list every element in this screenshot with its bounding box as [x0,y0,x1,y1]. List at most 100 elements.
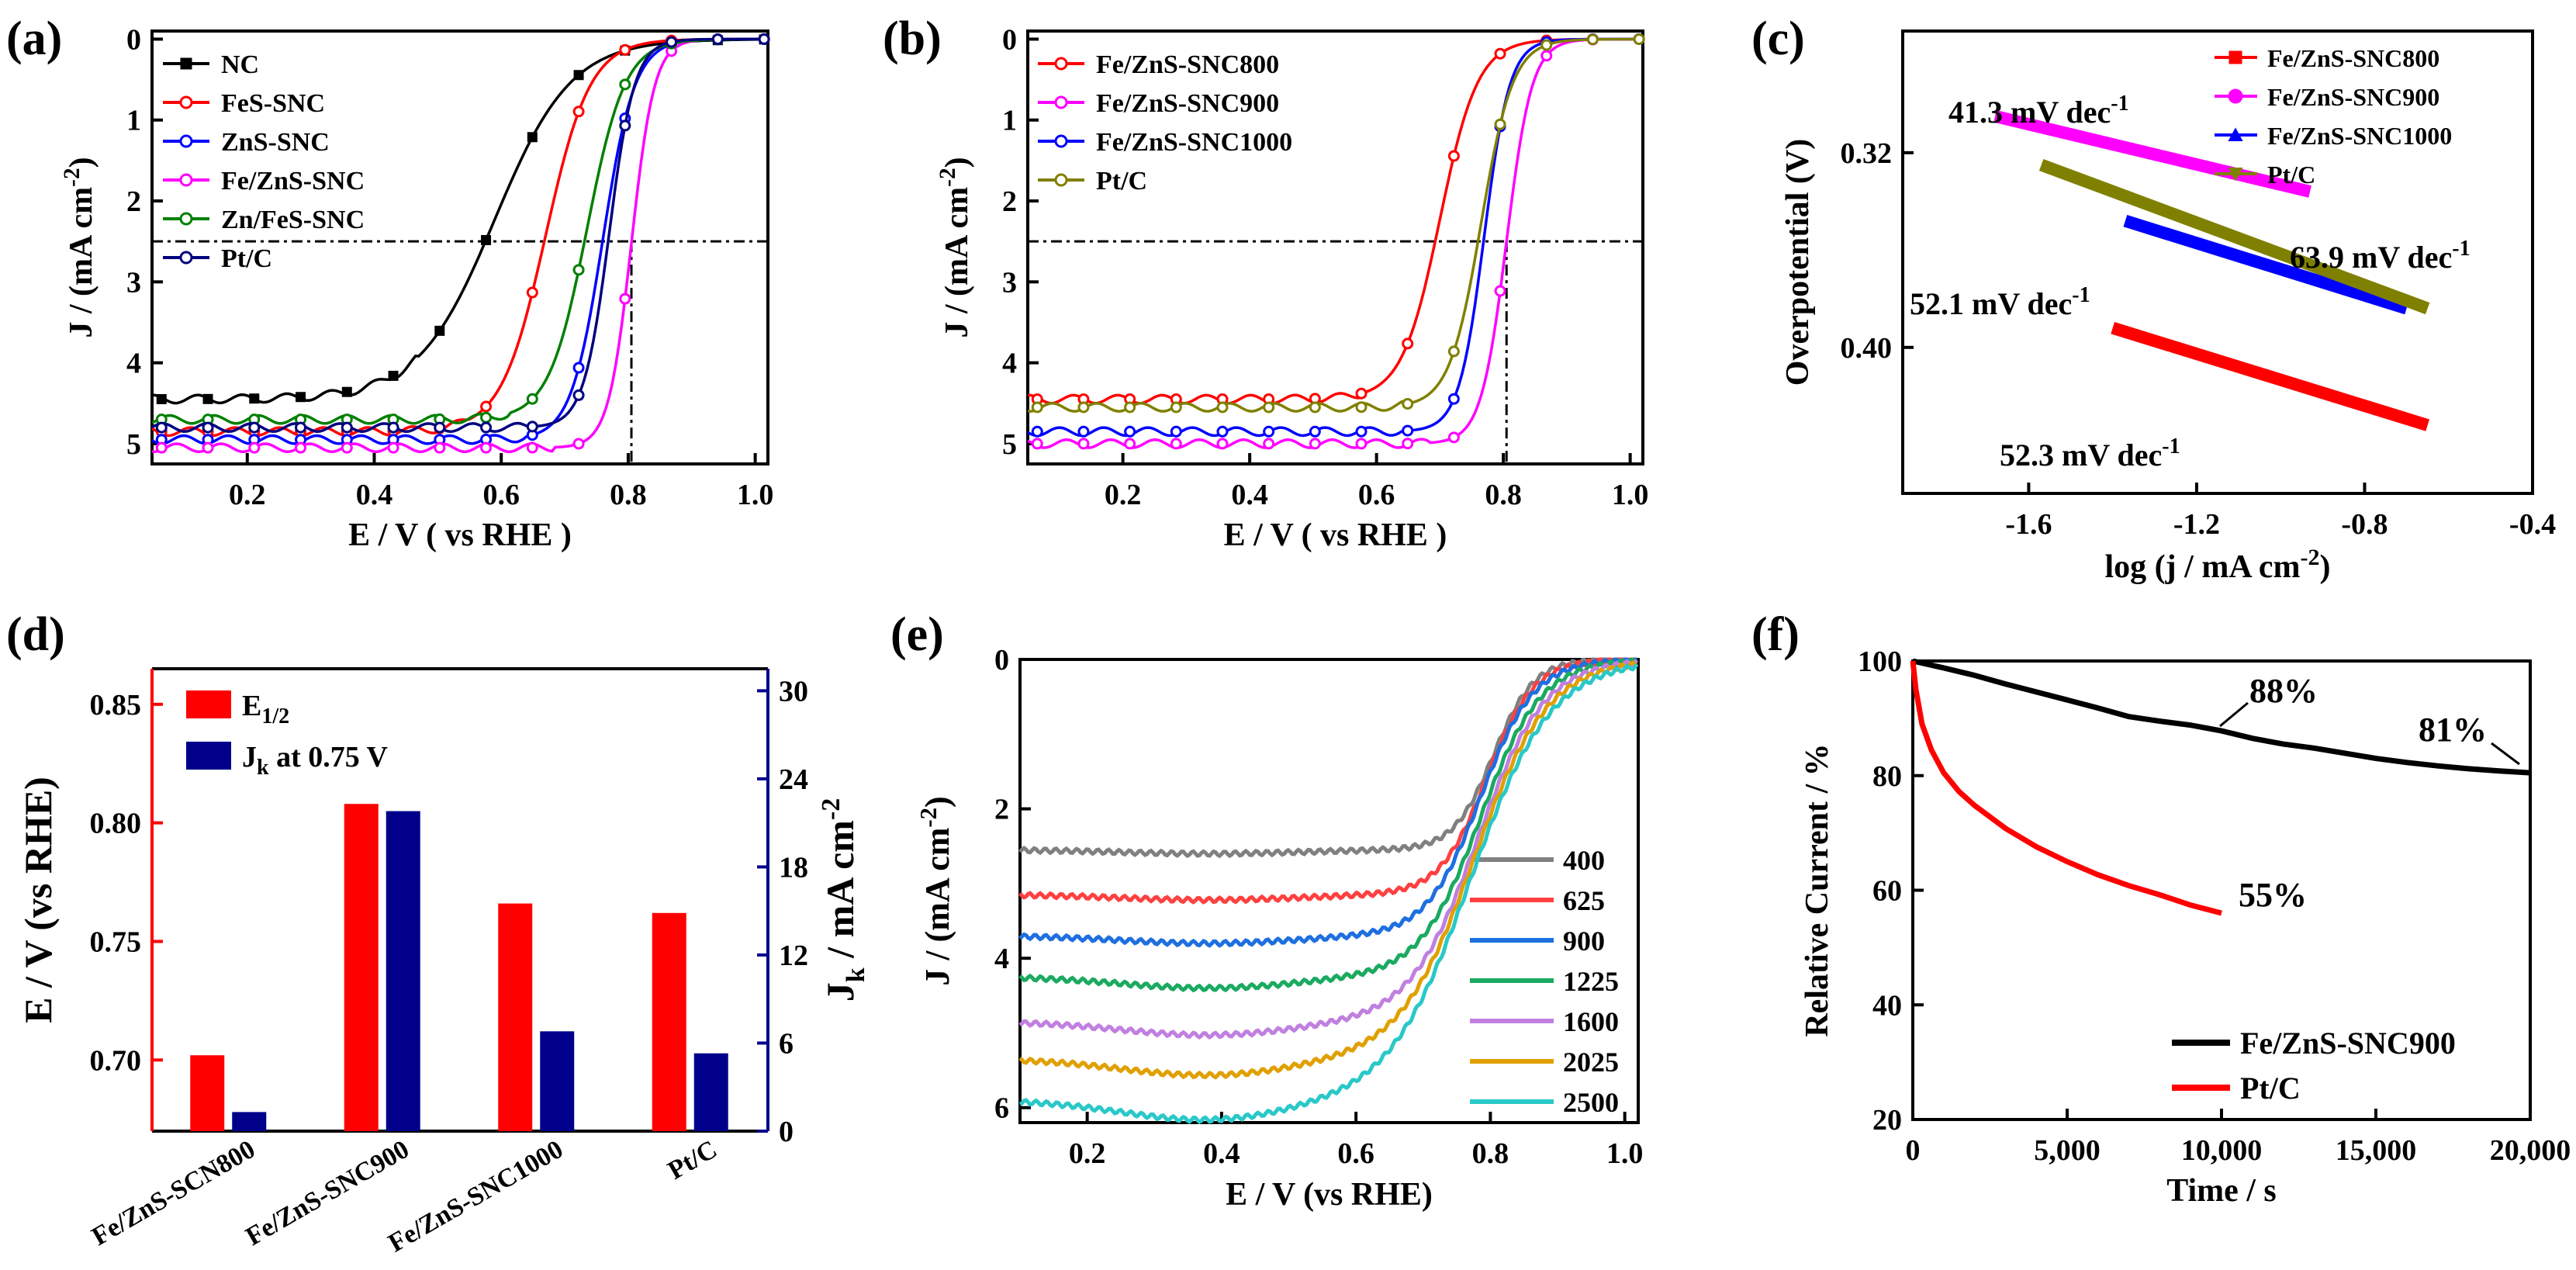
panel-b-ytick-label: 3 [1002,266,1017,299]
panel-a-data-point [341,441,353,454]
panel-label-f: (f) [1751,608,1800,661]
panel-a-legend-marker [179,251,193,265]
panel-a-data-point [619,292,631,305]
panel-a-data-point [619,78,631,91]
panel-e-legend-label: 1225 [1563,966,1619,997]
panel-a-data-point [480,421,493,434]
panel-b-data-point [1402,438,1414,450]
panel-f-chart: 0 5,000 10,000 15,000 20,000 20 40 60 80 100 Time … [1800,645,2571,1209]
panel-label-e: (e) [890,608,944,661]
panel-a-xtick-label: 0.8 [610,479,647,511]
panel-c-xtick-label: -1.6 [2005,508,2052,541]
panel-e-ytick-label: 4 [994,943,1009,975]
panel-a-data-point [202,393,213,404]
panel-c-frame [1901,29,2534,495]
panel-c-legend-label: Fe/ZnS-SNC900 [2267,83,2439,111]
panel-d-ytick-label-left: 0.75 [90,926,142,958]
panel-d-ytick-label-right: 6 [779,1027,794,1060]
panel-b-data-point [1402,337,1414,350]
panel-d-ytick-label-left: 0.70 [90,1044,142,1077]
panel-c-legend-marker [2228,88,2243,104]
panel-a-legend-label: FeS-SNC [221,89,325,118]
panel-d-ytick-label-left: 0.80 [90,808,142,840]
panel-b-legend-marker [1054,173,1068,187]
panel-d-chart: 0.70 0.75 0.80 0.85 0 6 12 18 24 30 E / V (vs RHE)… [16,667,870,1258]
panel-a-data-point [758,33,770,45]
panel-a-legend-label: ZnS-SNC [221,128,330,157]
panel-f-xtick-label: 15,000 [2336,1134,2417,1167]
panel-e-ytick-label: 2 [994,794,1009,826]
panel-a-data-point [480,441,493,454]
panel-d-bar-jk [232,1112,267,1131]
panel-c-slope-label: 41.3 mV dec-1 [1948,92,2129,130]
panel-b-data-point [1263,438,1275,450]
panel-f-xlabel: Time / s [2166,1173,2277,1209]
panel-e-series-line [1018,663,1639,1125]
panel-a-data-point [387,421,399,434]
panel-a-legend-marker [179,173,193,187]
panel-e-xtick-label: 0.4 [1203,1137,1240,1170]
panel-b-data-point [1077,425,1090,438]
panel-b-data-point [1494,47,1506,60]
panel-e-series-line [1018,657,1638,993]
panel-a-data-point [341,421,353,434]
panel-a-chart: 0.2 0.4 0.6 0.8 1.0 0 1 2 3 4 5 E / V ( vs RHE ) J /… [60,23,773,553]
panel-a-data-point [572,389,585,401]
panel-b-data-point [1447,431,1460,444]
panel-d-legend-swatch [186,742,231,770]
panel-a-data-point [572,106,585,118]
panel-d-legend-swatch [186,690,231,718]
panel-c-legend-label: Pt/C [2267,161,2315,189]
panel-e-legend-label: 1600 [1563,1006,1619,1037]
panel-f-annotation-arrow [2491,742,2520,766]
panel-e-xtick-label: 0.6 [1337,1137,1374,1170]
panel-c-ytick-label: 0.40 [1841,332,1893,365]
panel-b-frame [1026,29,1644,465]
panel-d-ytick-label-right: 18 [779,851,808,884]
panel-e-frame [1018,658,1640,1124]
panel-d-ytick-label-right: 24 [779,763,808,796]
panel-d-ylabel-left: E / V (vs RHE) [16,777,60,1023]
panel-f-legend-label: Pt/C [2240,1071,2301,1106]
panel-a-legend-label: Pt/C [221,244,272,273]
panel-b-data-point [1355,387,1368,400]
panel-b-data-point [1586,33,1599,46]
panel-b-data-point [1540,39,1553,51]
panel-a-data-point [526,393,538,405]
panel-b-chart: 0.2 0.4 0.6 0.8 1.0 0 1 2 3 4 5 E / V ( vs RHE ) J /… [935,23,1648,553]
panel-a-data-point [527,132,538,143]
panel-e-xlabel: E / V (vs RHE) [1226,1177,1433,1213]
panel-b-data-point [1216,425,1229,438]
panel-b-data-point [1263,425,1275,438]
panel-f-series-line [1912,658,2531,776]
panel-a-xtick-label: 1.0 [737,479,774,511]
panel-f-legend-label: Fe/ZnS-SNC900 [2240,1026,2456,1061]
panel-a-ytick-label: 5 [126,428,141,461]
panel-a-data-point [619,43,631,56]
panel-b-data-point [1309,425,1321,438]
panel-c-ylabel: Overpotential (V) [1780,139,1816,386]
panel-a-data-point [156,393,167,404]
panel-b-legend-marker [1054,57,1068,71]
panel-d-category-label: Pt/C [663,1135,722,1185]
panel-c-tafel-line [1993,110,2311,198]
panel-b-data-point [1170,401,1182,414]
panel-c-xtick-label: -0.8 [2341,508,2388,541]
panel-f-ytick-label: 40 [1872,989,1902,1022]
panel-c-legend-marker [2228,127,2243,141]
panel-f-ytick-label: 20 [1872,1104,1902,1137]
panel-b-ytick-label: 0 [1002,23,1017,56]
panel-b-data-point [1263,401,1275,414]
panel-b-data-point [1309,401,1321,414]
panel-c-legend-marker [2228,50,2242,64]
panel-a-data-point [526,441,538,454]
panel-f-annotation-81: 81% [2419,711,2487,749]
panel-a-legend-marker [180,57,192,70]
panel-c-xlabel: log (j / mA cm-2) [2105,545,2331,585]
panel-d-ylabel-right: Jk / mA cm-2 [817,798,870,1002]
panel-d-bar-e-half [344,804,379,1131]
panel-a-data-point [711,33,724,46]
panel-b-data-point [1402,424,1414,437]
panel-a-data-point [248,441,261,454]
